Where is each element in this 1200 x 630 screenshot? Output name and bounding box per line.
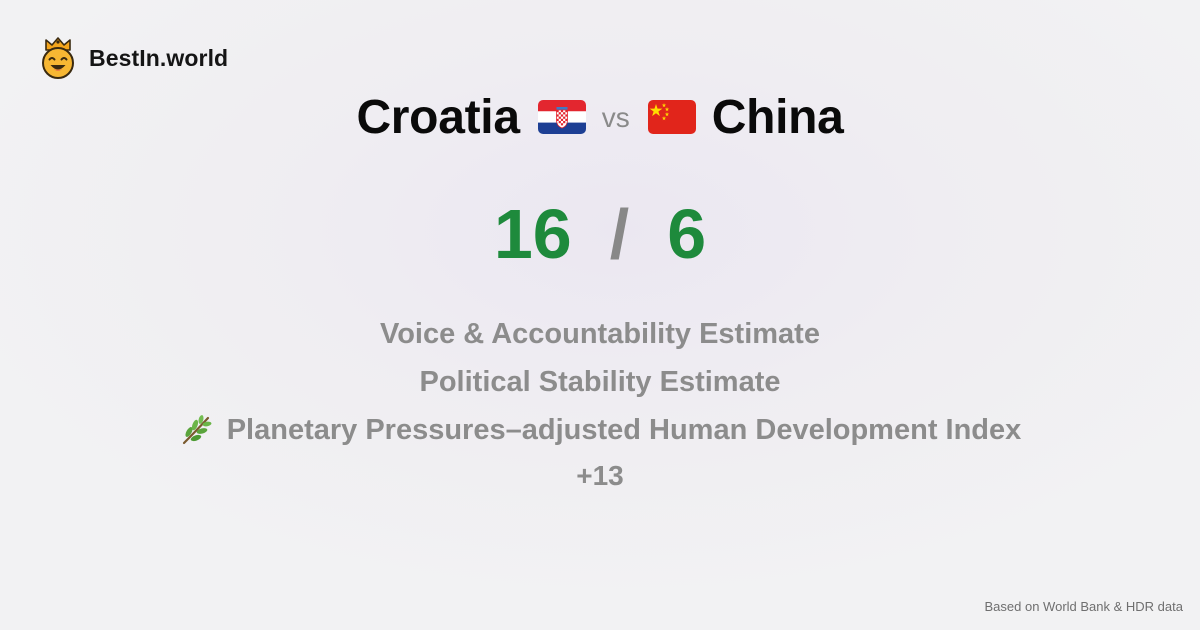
vs-label: vs [601, 102, 630, 133]
metric-item: Voice & Accountability Estimate [380, 310, 820, 358]
score-left: 16 [493, 195, 572, 273]
score-separator: / [609, 195, 630, 273]
metric-label: Political Stability Estimate [419, 366, 781, 398]
country-right-name: China [711, 90, 844, 144]
metric-list: Voice & Accountability Estimate Politica… [0, 310, 1200, 498]
crown-smiley-icon [42, 37, 74, 79]
score-right: 6 [667, 195, 707, 273]
country-left-name: Croatia [356, 90, 520, 144]
more-metrics-count: +13 [576, 460, 624, 491]
brand-name: BestIn.world [89, 44, 229, 71]
score: 16 / 6 [0, 192, 1200, 276]
china-flag-icon [647, 100, 696, 134]
brand[interactable]: BestIn.world [38, 36, 228, 80]
metric-item: Political Stability Estimate [420, 358, 781, 406]
metric-label: Planetary Pressures–adjusted Human Devel… [226, 414, 1022, 446]
metric-label: Voice & Accountability Estimate [380, 318, 820, 350]
croatia-flag-icon [537, 100, 586, 134]
data-source-note: Based on World Bank & HDR data [984, 599, 1183, 614]
comparison-title: Croatia vs China [0, 86, 1200, 148]
metric-item: Planetary Pressures–adjusted Human Devel… [179, 406, 1022, 454]
herb-icon [182, 415, 212, 445]
